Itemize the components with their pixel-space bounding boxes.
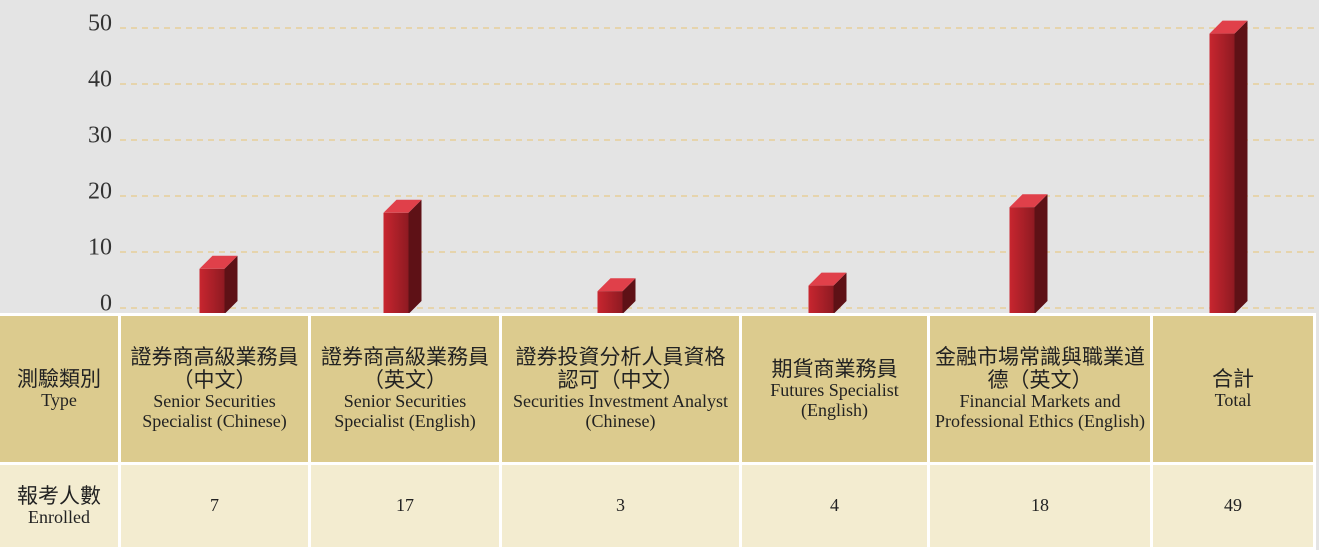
bar-side <box>833 272 847 313</box>
bar-top <box>383 199 422 213</box>
bar-front <box>1009 207 1035 313</box>
bar-side <box>622 278 636 313</box>
value-cell: 49 <box>1153 465 1313 547</box>
bar-top <box>199 255 238 269</box>
category-en: Financial Markets and Professional Ethic… <box>935 391 1145 432</box>
bar <box>808 272 847 313</box>
bar-side <box>1034 194 1048 313</box>
value-cell: 7 <box>121 465 308 547</box>
y-tick-label: 20 <box>88 179 112 205</box>
category-en: Senior Securities Specialist (English) <box>334 391 476 432</box>
bar-front <box>808 285 834 313</box>
bar-front <box>383 212 409 313</box>
category-en: Total <box>1214 389 1252 410</box>
category-zh: 證券商高級業務員（中文） <box>130 345 299 393</box>
category-en: Securities Investment Analyst (Chinese) <box>513 391 728 432</box>
value-cell: 4 <box>742 465 927 547</box>
bar <box>1009 194 1048 313</box>
category-zh: 證券商高級業務員（英文） <box>321 345 489 393</box>
y-tick-label: 10 <box>88 235 112 261</box>
bar <box>383 199 422 313</box>
category-header: 金融市場常識與職業道德（英文） Financial Markets and Pro… <box>930 316 1150 462</box>
type-header-en: Type <box>41 389 77 410</box>
category-header: 期貨商業務員 Futures Specialist (English) <box>742 316 927 462</box>
category-header: 證券商高級業務員（英文） Senior Securities Specialist… <box>311 316 499 462</box>
value-cell: 17 <box>311 465 499 547</box>
bar-side <box>408 199 422 313</box>
bar <box>199 255 238 313</box>
bar-top <box>808 272 847 286</box>
bar-front <box>1209 33 1235 313</box>
bar <box>1209 20 1248 313</box>
bar-top <box>597 278 636 292</box>
category-zh: 金融市場常識與職業道德（英文） <box>935 345 1145 393</box>
bar-side <box>224 255 238 313</box>
bar-front <box>597 291 623 313</box>
bar-side <box>1234 20 1248 313</box>
category-en: Senior Securities Specialist (Chinese) <box>142 391 287 432</box>
value-cell: 18 <box>930 465 1150 547</box>
category-zh: 證券投資分析人員資格認可（中文） <box>515 345 726 393</box>
y-tick-label: 40 <box>88 67 112 93</box>
y-tick-label: 30 <box>88 123 112 149</box>
enrolled-header-en: Enrolled <box>28 506 90 527</box>
header-row: 測驗類別 Type 證券商高級業務員（中文） Senior Securities S… <box>0 316 1313 462</box>
type-header-zh: 測驗類別 <box>17 366 101 391</box>
bar <box>597 278 636 313</box>
bar-top <box>1209 20 1248 34</box>
type-header: 測驗類別 Type <box>0 316 118 462</box>
bar-top <box>1009 194 1048 208</box>
y-tick-label: 0 <box>100 291 112 314</box>
category-zh: 合計 <box>1212 366 1254 391</box>
category-header: 證券投資分析人員資格認可（中文） Securities Investment An… <box>502 316 739 462</box>
value-cell: 3 <box>502 465 739 547</box>
value-row: 報考人數 Enrolled 7 17 3 4 18 49 <box>0 465 1313 547</box>
bar-front <box>199 268 225 313</box>
data-table: 測驗類別 Type 證券商高級業務員（中文） Senior Securities S… <box>0 313 1316 550</box>
category-en: Futures Specialist (English) <box>770 379 899 420</box>
category-header: 合計 Total <box>1153 316 1313 462</box>
enrolled-header-zh: 報考人數 <box>17 483 101 508</box>
y-tick-label: 50 <box>88 11 112 37</box>
category-header: 證券商高級業務員（中文） Senior Securities Specialist… <box>121 316 308 462</box>
category-zh: 期貨商業務員 <box>771 356 898 381</box>
enrolled-header: 報考人數 Enrolled <box>0 465 118 547</box>
chart: 0 10 20 30 40 50 <box>88 11 1319 314</box>
